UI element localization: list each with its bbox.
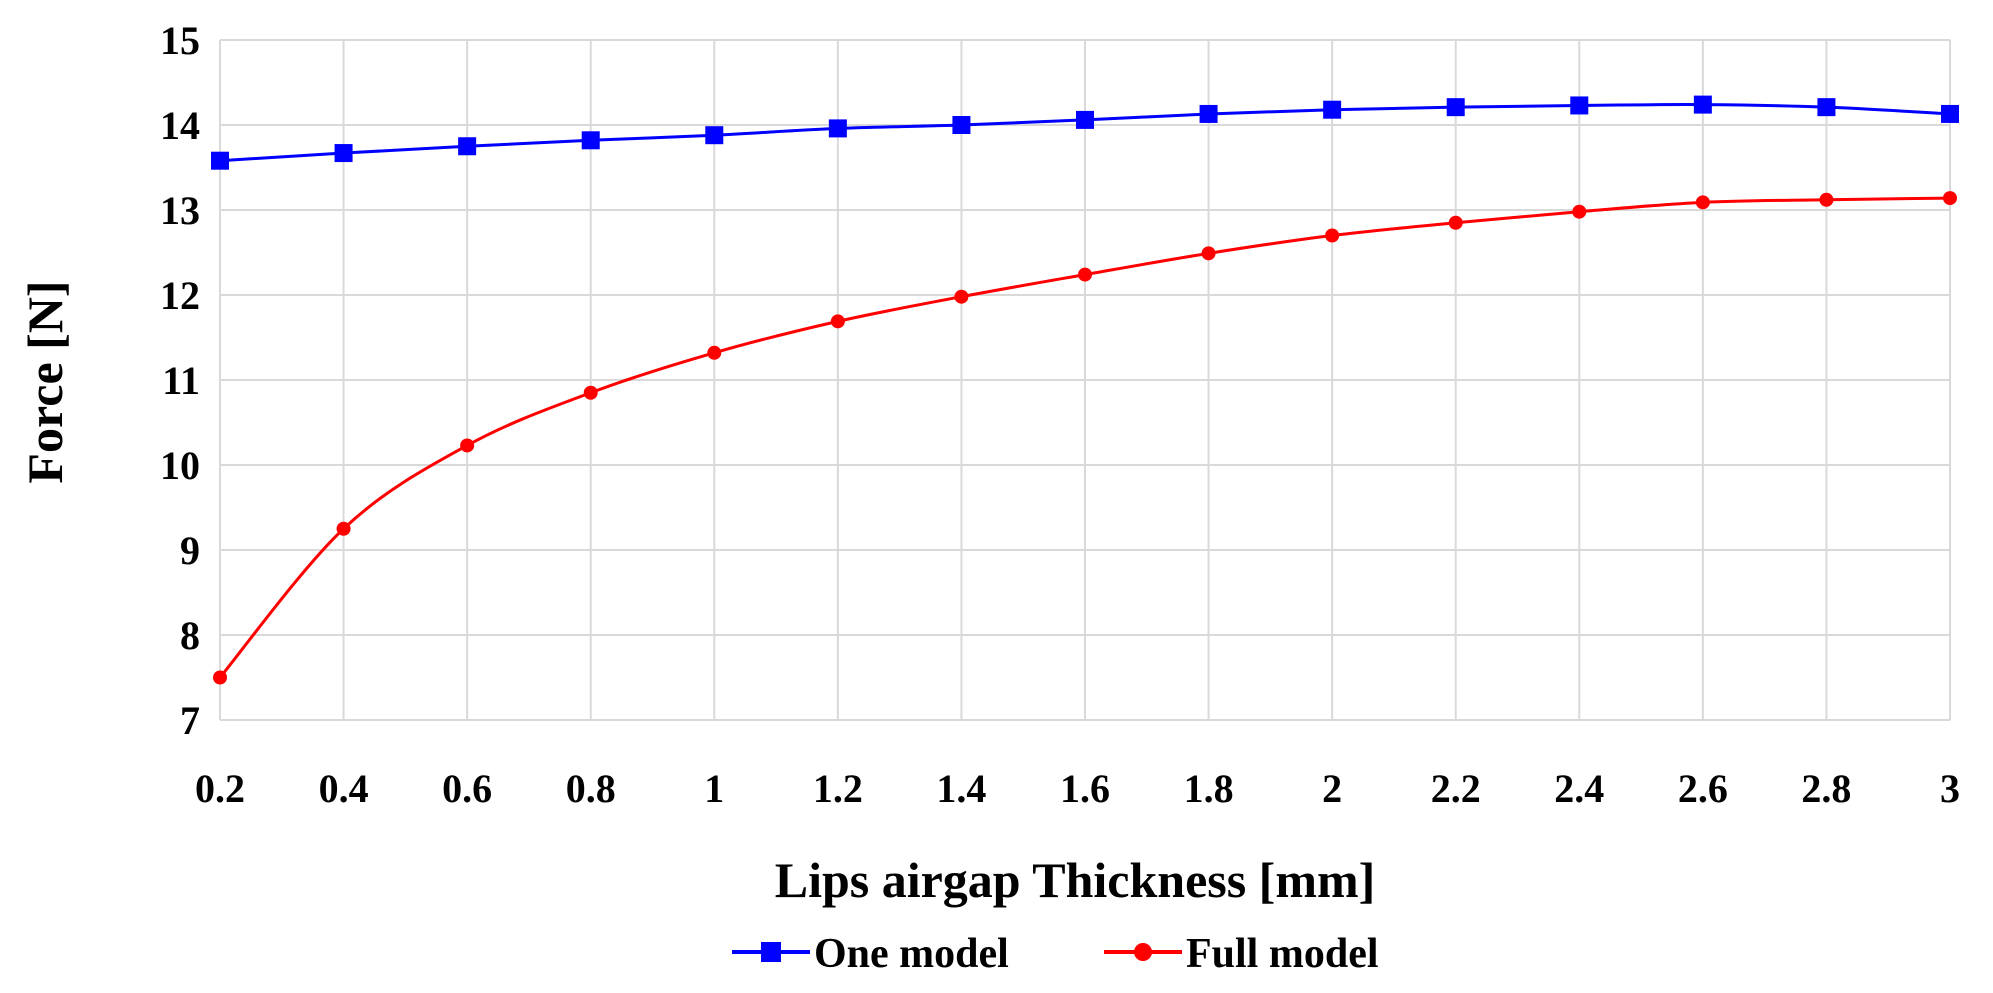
series-markers: [211, 95, 1959, 685]
legend-label-one-model: One model: [814, 931, 1009, 977]
data-point-one-model: [1941, 104, 1959, 123]
data-point-one-model: [334, 144, 353, 163]
y-tick-label: 10: [160, 443, 200, 488]
legend-marker-one-model: [761, 942, 781, 962]
data-point-one-model: [1693, 95, 1712, 114]
data-point-one-model: [705, 126, 724, 145]
legend: One model Full model: [732, 931, 1379, 977]
x-tick-label: 1.6: [1060, 766, 1110, 811]
y-tick-label: 7: [180, 698, 200, 743]
data-point-one-model: [952, 116, 971, 134]
data-point-full-model: [1201, 246, 1216, 261]
data-point-full-model: [336, 521, 351, 536]
x-tick-label: 2.4: [1554, 766, 1604, 811]
data-point-full-model: [1448, 215, 1463, 230]
data-point-full-model: [1325, 228, 1340, 243]
x-tick-label: 1: [704, 766, 724, 811]
data-point-full-model: [1819, 192, 1834, 207]
y-tick-label: 12: [160, 273, 200, 318]
data-point-one-model: [211, 151, 229, 170]
y-tick-label: 13: [160, 188, 200, 233]
y-tick-labels: 7 8 9 10 11 12 13 14 15: [160, 18, 200, 743]
data-point-one-model: [581, 131, 600, 150]
y-tick-label: 9: [180, 528, 200, 573]
data-point-one-model: [1323, 100, 1342, 119]
legend-marker-full-model: [1134, 943, 1152, 961]
data-point-full-model: [1695, 195, 1710, 210]
data-point-one-model: [828, 119, 847, 138]
x-axis-title: Lips airgap Thickness [mm]: [775, 852, 1376, 908]
data-point-full-model: [954, 289, 969, 304]
data-point-full-model: [583, 385, 598, 400]
y-tick-label: 11: [162, 358, 200, 403]
x-tick-label: 3: [1940, 766, 1960, 811]
x-tick-label: 1.4: [936, 766, 986, 811]
data-point-full-model: [1572, 204, 1587, 219]
data-point-one-model: [1817, 98, 1836, 117]
y-axis-title: Force [N]: [17, 280, 73, 483]
data-point-full-model: [830, 314, 845, 329]
x-tick-label: 1.8: [1184, 766, 1234, 811]
x-tick-label: 2.6: [1678, 766, 1728, 811]
data-point-full-model: [707, 345, 722, 360]
x-tick-label: 1.2: [813, 766, 863, 811]
x-tick-label: 0.2: [195, 766, 245, 811]
x-tick-label: 2.8: [1801, 766, 1851, 811]
grid-lines: [219, 39, 1951, 721]
x-tick-label: 2.2: [1431, 766, 1481, 811]
data-point-full-model: [1078, 267, 1092, 282]
data-point-one-model: [1076, 110, 1094, 129]
data-point-one-model: [1199, 104, 1218, 123]
x-tick-label: 0.4: [319, 766, 369, 811]
x-tick-labels: 0.2 0.4 0.6 0.8 1 1.2 1.4 1.6 1.8 2 2.2 2.4 2.6 2.8 3: [195, 766, 1960, 811]
data-point-one-model: [458, 137, 477, 156]
y-tick-label: 8: [180, 613, 200, 658]
y-tick-label: 14: [160, 103, 200, 148]
x-tick-label: 2: [1322, 766, 1342, 811]
data-point-one-model: [1446, 98, 1465, 117]
data-point-full-model: [213, 670, 227, 685]
x-tick-label: 0.6: [442, 766, 492, 811]
x-tick-label: 0.8: [566, 766, 616, 811]
data-point-full-model: [460, 438, 475, 453]
legend-label-full-model: Full model: [1186, 931, 1379, 977]
data-point-one-model: [1570, 96, 1589, 115]
y-tick-label: 15: [160, 18, 200, 63]
data-point-full-model: [1943, 191, 1957, 206]
